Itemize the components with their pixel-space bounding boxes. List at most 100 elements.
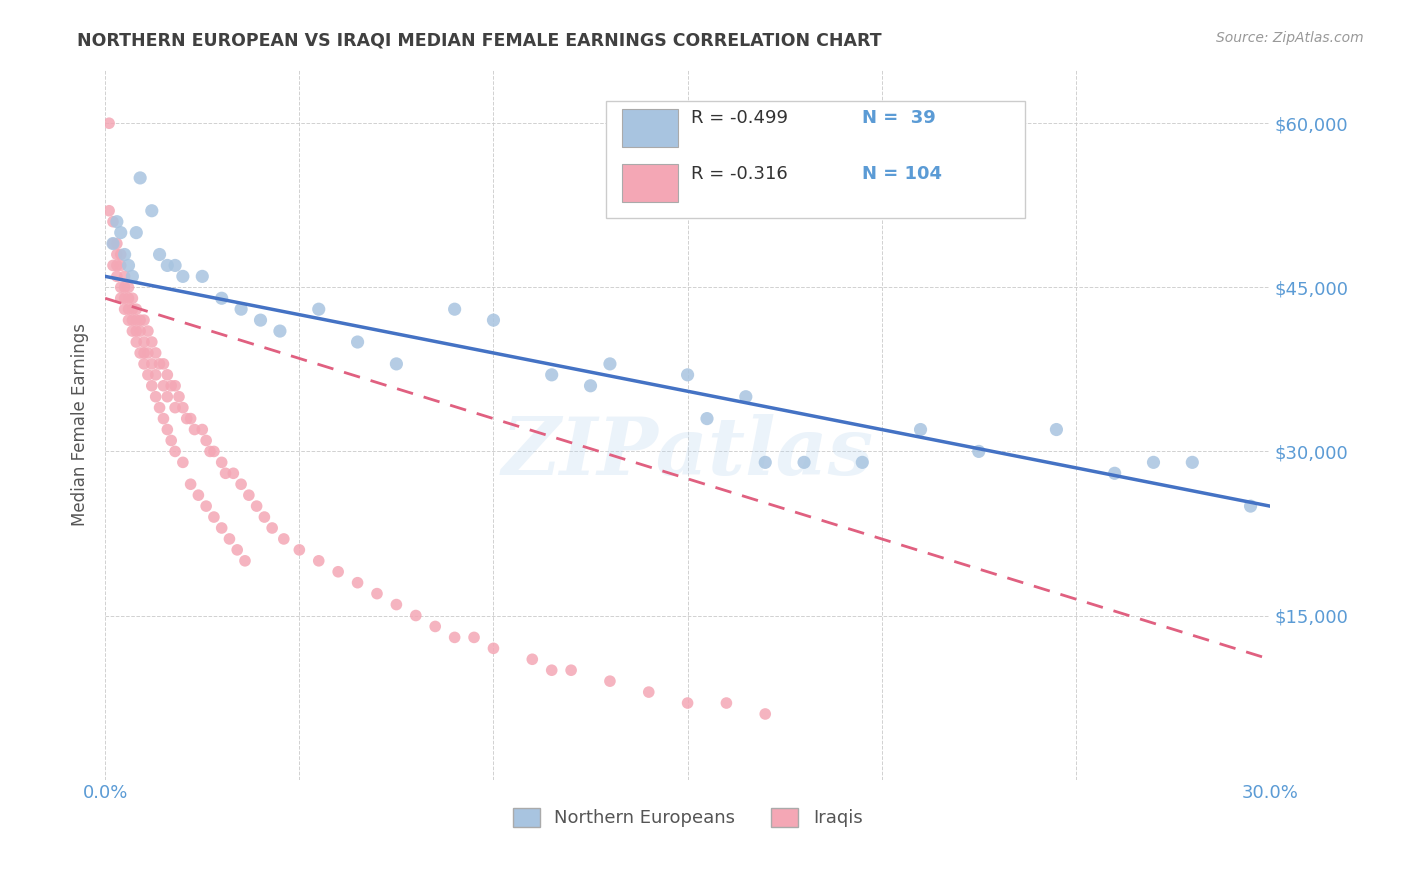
Point xyxy=(482,641,505,656)
Point xyxy=(165,401,187,415)
Point xyxy=(132,346,155,360)
Point xyxy=(110,247,132,261)
Point xyxy=(273,532,295,546)
Point xyxy=(121,313,143,327)
Point xyxy=(117,259,139,273)
FancyBboxPatch shape xyxy=(606,101,1025,218)
Point xyxy=(148,401,170,415)
Point xyxy=(443,631,465,645)
Y-axis label: Median Female Earnings: Median Female Earnings xyxy=(72,323,89,525)
Point xyxy=(308,302,330,317)
Point xyxy=(1239,499,1261,513)
Point xyxy=(110,280,132,294)
Point xyxy=(967,444,990,458)
Point xyxy=(385,598,408,612)
Text: R = -0.316: R = -0.316 xyxy=(692,165,787,183)
Point xyxy=(851,455,873,469)
Point xyxy=(1104,467,1126,481)
Point xyxy=(253,510,276,524)
Point xyxy=(125,302,148,317)
Point xyxy=(328,565,350,579)
Point xyxy=(114,291,136,305)
Point xyxy=(187,488,209,502)
Point xyxy=(385,357,408,371)
Point xyxy=(246,499,269,513)
Point xyxy=(167,390,190,404)
Point xyxy=(195,499,218,513)
Point xyxy=(191,423,214,437)
Point xyxy=(214,467,236,481)
Point xyxy=(269,324,291,338)
Point xyxy=(105,215,128,229)
Point xyxy=(132,313,155,327)
Point xyxy=(540,663,562,677)
Point xyxy=(114,280,136,294)
Point xyxy=(180,477,202,491)
Point xyxy=(191,269,214,284)
Point xyxy=(172,401,194,415)
Point xyxy=(117,313,139,327)
Point xyxy=(152,357,174,371)
Point xyxy=(165,259,187,273)
FancyBboxPatch shape xyxy=(623,109,678,147)
Point xyxy=(716,696,738,710)
Point xyxy=(125,226,148,240)
Point xyxy=(98,116,121,130)
Point xyxy=(754,455,776,469)
Point xyxy=(145,346,167,360)
Point xyxy=(463,631,485,645)
Point xyxy=(211,291,233,305)
Point xyxy=(125,324,148,338)
Point xyxy=(141,334,163,349)
Point xyxy=(152,378,174,392)
Text: Source: ZipAtlas.com: Source: ZipAtlas.com xyxy=(1216,31,1364,45)
Point xyxy=(910,423,932,437)
Point xyxy=(560,663,582,677)
Point xyxy=(132,334,155,349)
Point xyxy=(105,269,128,284)
Point xyxy=(148,357,170,371)
Text: N =  39: N = 39 xyxy=(862,110,936,128)
Point xyxy=(346,575,368,590)
Point xyxy=(183,423,205,437)
Point xyxy=(132,357,155,371)
Point xyxy=(198,444,221,458)
Point xyxy=(579,378,602,392)
Point xyxy=(1181,455,1204,469)
Point xyxy=(129,170,152,185)
Point xyxy=(202,444,225,458)
Point xyxy=(180,411,202,425)
Point xyxy=(148,247,170,261)
Point xyxy=(211,455,233,469)
Point xyxy=(218,532,240,546)
Point xyxy=(145,368,167,382)
Point xyxy=(101,236,124,251)
Point xyxy=(156,390,179,404)
Point xyxy=(288,542,311,557)
Point xyxy=(114,302,136,317)
Point xyxy=(136,346,159,360)
Point xyxy=(443,302,465,317)
Point xyxy=(599,674,621,689)
Point xyxy=(101,236,124,251)
Point xyxy=(145,390,167,404)
Point xyxy=(105,236,128,251)
Point xyxy=(222,467,245,481)
Point xyxy=(346,334,368,349)
Point xyxy=(754,706,776,721)
Text: N = 104: N = 104 xyxy=(862,165,942,183)
Point xyxy=(129,313,152,327)
Point xyxy=(160,434,183,448)
Point xyxy=(117,280,139,294)
Point xyxy=(156,368,179,382)
Point xyxy=(202,510,225,524)
Point xyxy=(793,455,815,469)
Text: ZIPatlas: ZIPatlas xyxy=(502,414,873,491)
Point xyxy=(110,259,132,273)
Point xyxy=(114,247,136,261)
Point xyxy=(366,587,388,601)
Point xyxy=(156,259,179,273)
Point xyxy=(156,423,179,437)
Point xyxy=(125,313,148,327)
Point xyxy=(165,378,187,392)
